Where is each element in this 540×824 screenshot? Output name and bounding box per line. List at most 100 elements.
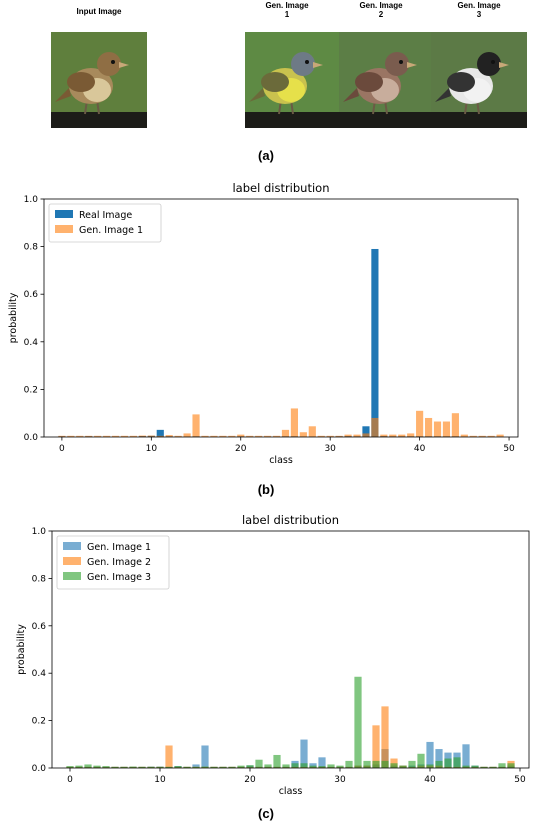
bar [426,741,434,768]
x-tick-label: 30 [334,775,346,785]
bar [424,417,433,437]
x-axis-label: class [279,786,303,797]
perch [339,112,435,128]
x-axis-label: class [269,455,293,466]
y-tick-label: 0.6 [24,290,39,300]
bar [156,766,164,768]
perch [431,112,527,128]
bar [309,765,317,768]
x-tick-label: 40 [414,444,426,454]
gen-image-3-title-line1: Gen. Image [457,1,501,10]
bar [192,764,200,768]
bar [165,745,173,768]
bar [300,739,308,768]
bird-beak [499,62,509,68]
bar [120,435,129,437]
bar [255,759,263,768]
bar [138,435,146,437]
bird-eye [399,60,403,64]
y-tick-label: 0.8 [32,574,47,584]
legend-entry: Gen. Image 1 [87,542,151,553]
bar [471,765,479,768]
bar [462,765,470,768]
bar [129,435,138,437]
bar [103,435,111,437]
bar [363,760,371,768]
x-tick-label: 0 [59,444,65,454]
bird-tail [55,88,71,102]
bar [416,410,424,437]
bar [390,763,398,768]
legend-entry: Real Image [79,210,132,221]
bird-head [97,52,121,76]
perch [245,112,341,128]
bar [345,760,353,768]
bar [201,745,209,768]
bar [407,433,415,437]
bar [210,766,218,768]
bar [389,434,397,437]
bar [399,765,407,768]
bar [300,763,308,768]
bar [273,754,281,768]
bar [478,435,486,437]
gen-image-2-title-line1: Gen. Image [359,1,403,10]
perch [51,112,147,128]
legend-box [56,535,170,590]
bar [237,765,245,768]
gen-image-1-title-line2: 1 [284,10,290,19]
bird-tail [343,88,359,102]
gen-image-3-title: Gen. Image 3 [439,1,519,19]
bar [318,757,326,768]
bar [435,749,443,768]
bar [94,435,102,437]
bar [281,429,290,437]
bar [317,435,325,437]
bar [444,758,452,768]
bird-beak [119,62,129,68]
bar [228,766,236,768]
plot-frame [51,530,530,769]
bar [327,764,335,768]
bar [264,435,272,437]
x-tick-label: 30 [324,444,336,454]
bird-head [477,52,501,76]
bar [201,435,209,437]
bar [507,763,515,768]
bar [451,413,459,437]
bar [156,429,164,437]
bar [102,766,110,768]
chart-title: label distribution [242,513,339,527]
bar [362,433,370,437]
y-tick-label: 1.0 [32,527,47,537]
bar [237,434,245,437]
bar [174,766,182,768]
bird-wing [355,72,383,92]
bar [192,414,200,437]
bar [489,766,497,768]
input-bird-image [51,32,147,128]
bar [372,725,380,768]
legend-entry: Gen. Image 3 [87,572,151,583]
y-tick-label: 1.0 [24,195,39,205]
bird-eye [111,60,115,64]
bar [67,435,75,437]
bar [462,744,470,768]
bar [84,764,92,768]
bar [371,248,379,437]
bar [353,434,361,437]
bar [326,435,334,437]
bar [426,764,434,768]
legend-entry: Gen. Image 2 [87,557,151,568]
gen-image-2-title-line2: 2 [378,10,384,19]
gen-image-3-title-line2: 3 [476,10,482,19]
y-tick-label: 0.0 [32,764,47,774]
bar [433,421,442,437]
bar [165,766,173,768]
bar [335,435,343,437]
bar [76,435,84,437]
x-tick-label: 50 [514,775,526,785]
y-axis-label: probability [16,624,27,675]
bar [58,435,66,437]
bar [381,760,389,768]
